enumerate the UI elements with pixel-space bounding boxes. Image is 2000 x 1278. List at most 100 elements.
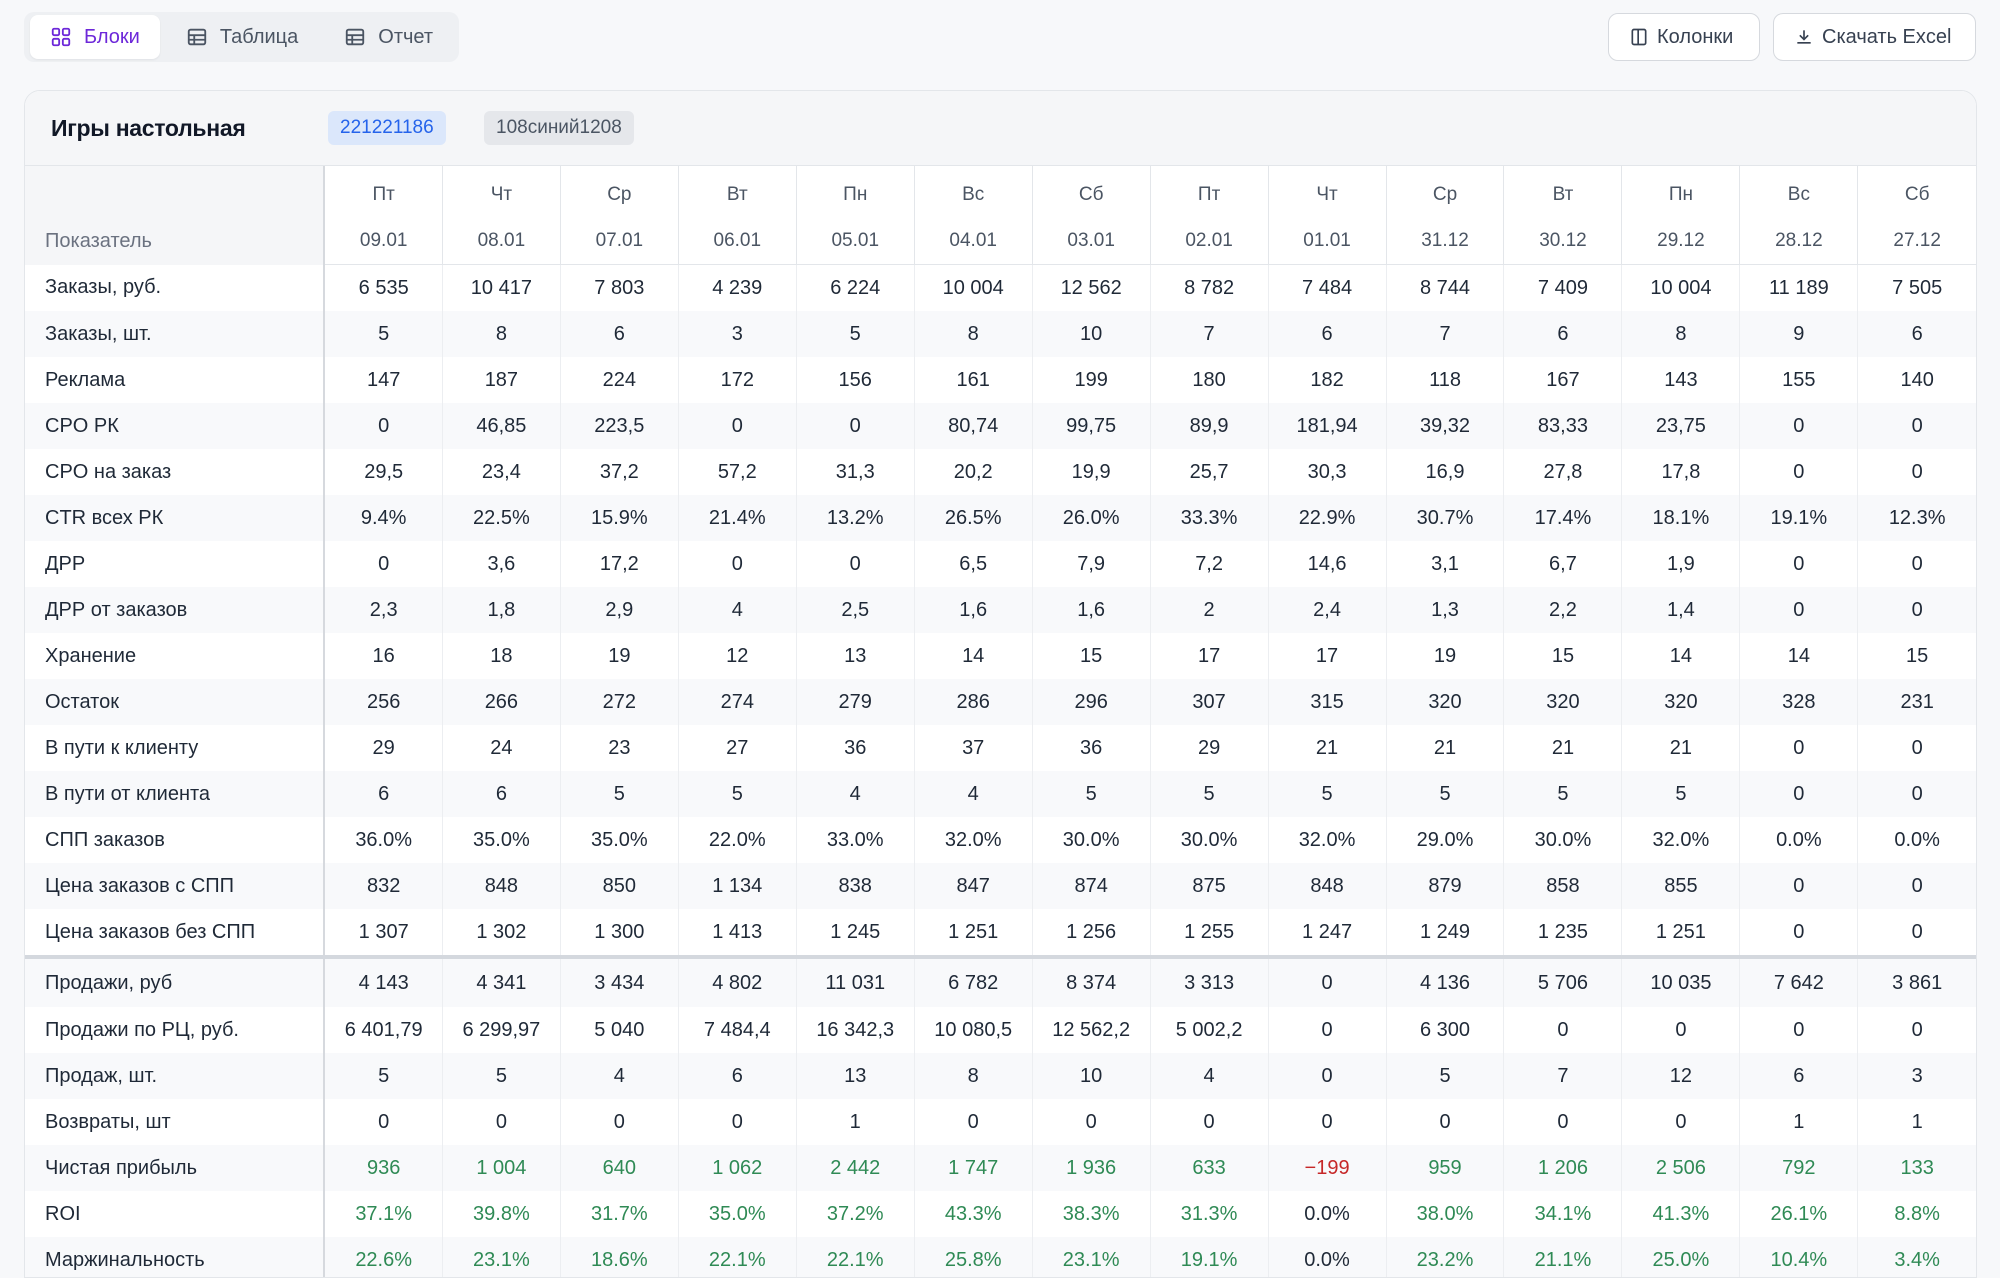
table-icon bbox=[186, 26, 208, 48]
metric-label: Чистая прибыль bbox=[25, 1145, 324, 1191]
metric-label: ДРР bbox=[25, 541, 324, 587]
metric-cell: 231 bbox=[1858, 679, 1976, 725]
metric-cell: 22.1% bbox=[796, 1237, 914, 1278]
date-header[interactable]: 31.12 bbox=[1386, 218, 1504, 265]
metric-cell: 307 bbox=[1150, 679, 1268, 725]
metric-cell: 15 bbox=[1858, 633, 1976, 679]
metric-cell: 30.0% bbox=[1150, 817, 1268, 863]
metric-cell: 21 bbox=[1504, 725, 1622, 771]
metric-cell: 167 bbox=[1504, 357, 1622, 403]
date-header[interactable]: 28.12 bbox=[1740, 218, 1858, 265]
metric-cell: 0 bbox=[1504, 1007, 1622, 1053]
date-header[interactable]: 07.01 bbox=[560, 218, 678, 265]
product-id-chip[interactable]: 221221186 bbox=[328, 111, 446, 145]
metric-cell: 2,2 bbox=[1504, 587, 1622, 633]
metric-label: CPO РК bbox=[25, 403, 324, 449]
metric-cell: 36 bbox=[1032, 725, 1150, 771]
metric-cell: 2 442 bbox=[796, 1145, 914, 1191]
date-header[interactable]: 08.01 bbox=[442, 218, 560, 265]
tab-label: Блоки bbox=[84, 26, 140, 49]
metric-cell: 31.7% bbox=[560, 1191, 678, 1237]
date-header[interactable]: 27.12 bbox=[1858, 218, 1976, 265]
metric-cell: 17.4% bbox=[1504, 495, 1622, 541]
metric-cell: 41.3% bbox=[1622, 1191, 1740, 1237]
metric-cell: 1 249 bbox=[1386, 909, 1504, 957]
metric-cell: 936 bbox=[324, 1145, 442, 1191]
tab-report[interactable]: Отчет bbox=[324, 15, 453, 59]
metric-cell: 5 bbox=[324, 1053, 442, 1099]
date-header[interactable]: 06.01 bbox=[678, 218, 796, 265]
metric-cell: 4 bbox=[678, 587, 796, 633]
tab-label: Таблица bbox=[220, 26, 298, 49]
date-header[interactable]: 29.12 bbox=[1622, 218, 1740, 265]
metric-cell: 23.1% bbox=[1032, 1237, 1150, 1278]
metric-cell: 13 bbox=[796, 633, 914, 679]
metric-cell: 12 562,2 bbox=[1032, 1007, 1150, 1053]
metric-cell: 0 bbox=[1032, 1099, 1150, 1145]
metric-label: Маржинальность bbox=[25, 1237, 324, 1278]
date-header[interactable]: 05.01 bbox=[796, 218, 914, 265]
metric-cell: 328 bbox=[1740, 679, 1858, 725]
day-header: Ср bbox=[560, 166, 678, 218]
metric-cell: 1 255 bbox=[1150, 909, 1268, 957]
metric-cell: 5 bbox=[1386, 771, 1504, 817]
date-header[interactable]: 01.01 bbox=[1268, 218, 1386, 265]
download-excel-button[interactable]: Скачать Excel bbox=[1773, 13, 1976, 61]
metric-cell: 3 bbox=[678, 311, 796, 357]
date-header[interactable]: 02.01 bbox=[1150, 218, 1268, 265]
date-header[interactable]: 03.01 bbox=[1032, 218, 1150, 265]
metric-cell: 14,6 bbox=[1268, 541, 1386, 587]
metric-cell: 25.0% bbox=[1622, 1237, 1740, 1278]
metric-cell: 39.8% bbox=[442, 1191, 560, 1237]
metric-cell: 1 245 bbox=[796, 909, 914, 957]
metric-cell: 46,85 bbox=[442, 403, 560, 449]
metric-cell: 1 302 bbox=[442, 909, 560, 957]
metric-cell: 320 bbox=[1386, 679, 1504, 725]
metric-cell: 199 bbox=[1032, 357, 1150, 403]
metric-cell: 6 bbox=[1858, 311, 1976, 357]
tab-blocks[interactable]: Блоки bbox=[30, 15, 160, 59]
metric-cell: 7,2 bbox=[1150, 541, 1268, 587]
metric-cell: 17 bbox=[1268, 633, 1386, 679]
metric-cell: 8 744 bbox=[1386, 265, 1504, 312]
metric-cell: 874 bbox=[1032, 863, 1150, 909]
metric-cell: 16,9 bbox=[1386, 449, 1504, 495]
metric-label: Реклама bbox=[25, 357, 324, 403]
metric-cell: 1 206 bbox=[1504, 1145, 1622, 1191]
metric-cell: 7 505 bbox=[1858, 265, 1976, 312]
metric-cell: 43.3% bbox=[914, 1191, 1032, 1237]
metric-cell: 5 706 bbox=[1504, 957, 1622, 1007]
metric-cell: 6 535 bbox=[324, 265, 442, 312]
metric-cell: 3,6 bbox=[442, 541, 560, 587]
date-header[interactable]: 09.01 bbox=[324, 218, 442, 265]
metric-cell: 272 bbox=[560, 679, 678, 725]
metric-cell: 1,9 bbox=[1622, 541, 1740, 587]
date-header[interactable]: 04.01 bbox=[914, 218, 1032, 265]
metric-cell: 6 299,97 bbox=[442, 1007, 560, 1053]
metric-cell: 320 bbox=[1504, 679, 1622, 725]
day-header: Сб bbox=[1032, 166, 1150, 218]
metric-cell: 6 bbox=[324, 771, 442, 817]
metric-cell: 848 bbox=[442, 863, 560, 909]
metric-cell: 4 802 bbox=[678, 957, 796, 1007]
metric-cell: 23,4 bbox=[442, 449, 560, 495]
tab-table[interactable]: Таблица bbox=[166, 15, 318, 59]
metric-cell: 172 bbox=[678, 357, 796, 403]
date-header[interactable]: 30.12 bbox=[1504, 218, 1622, 265]
metric-cell: 3 bbox=[1858, 1053, 1976, 1099]
metric-cell: 5 bbox=[1150, 771, 1268, 817]
metric-cell: 30.7% bbox=[1386, 495, 1504, 541]
metric-cell: 4 bbox=[914, 771, 1032, 817]
metric-cell: 12 bbox=[678, 633, 796, 679]
metric-cell: 21.4% bbox=[678, 495, 796, 541]
columns-button[interactable]: Колонки bbox=[1608, 13, 1760, 61]
metric-cell: 0 bbox=[1504, 1099, 1622, 1145]
metric-label: Продажи по РЦ, руб. bbox=[25, 1007, 324, 1053]
metric-cell: 0 bbox=[1858, 725, 1976, 771]
table-icon bbox=[344, 26, 366, 48]
